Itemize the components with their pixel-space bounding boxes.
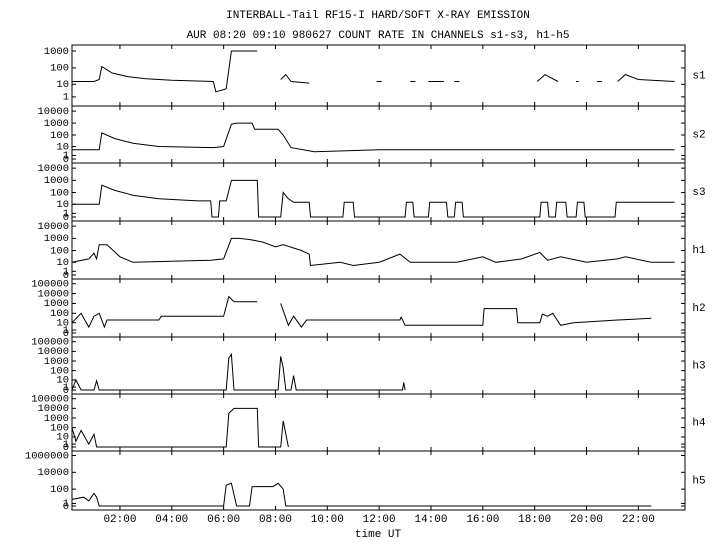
y-tick-label: 1 xyxy=(63,382,69,394)
panel-label: h2 xyxy=(692,303,705,315)
data-trace xyxy=(71,237,675,267)
data-trace xyxy=(72,179,675,218)
y-tick-label: 0 xyxy=(63,270,69,282)
panel-label: s3 xyxy=(692,187,705,199)
y-tick-label: 10 xyxy=(56,257,69,269)
y-tick-label: 1000 xyxy=(44,175,69,187)
y-tick-label: 100 xyxy=(50,422,69,434)
y-tick-label: 0 xyxy=(63,501,69,513)
y-tick-label: 100 xyxy=(50,63,69,75)
y-tick-label: 10000 xyxy=(37,163,69,175)
y-tick-label: 100 xyxy=(50,484,69,496)
panel-label: h3 xyxy=(692,360,705,372)
chart-subtitle: AUR 08:20 09:10 980627 COUNT RATE IN CHA… xyxy=(187,30,570,42)
y-tick-label: 10 xyxy=(56,199,69,211)
chart-title: INTERBALL-Tail RF15-I HARD/SOFT X-RAY EM… xyxy=(226,10,530,22)
x-tick-label: 10:00 xyxy=(311,514,344,526)
y-tick-label: 0 xyxy=(63,385,69,397)
data-trace xyxy=(72,122,675,153)
y-tick-label: 1 xyxy=(63,208,69,220)
y-tick-label: 10000 xyxy=(37,288,69,300)
y-tick-label: 1000 xyxy=(44,118,69,130)
y-tick-label: 0 xyxy=(63,212,69,224)
y-tick-label: 100 xyxy=(50,187,69,199)
y-tick-label: 100 xyxy=(50,308,69,320)
x-tick-label: 08:00 xyxy=(259,514,292,526)
panel-label: h1 xyxy=(692,245,706,257)
y-tick-label: 10000 xyxy=(37,221,69,233)
data-trace xyxy=(71,407,289,448)
y-tick-label: 10 xyxy=(56,79,69,91)
y-tick-label: 100 xyxy=(50,130,69,142)
y-tick-label: 1 xyxy=(63,439,69,451)
x-tick-label: 12:00 xyxy=(363,514,396,526)
y-tick-label: 0 xyxy=(63,154,69,166)
y-tick-label: 100000 xyxy=(31,336,69,348)
y-tick-label: 10000 xyxy=(37,106,69,118)
y-tick-label: 100000 xyxy=(31,393,69,405)
panel-label: s1 xyxy=(692,70,706,82)
data-trace xyxy=(72,50,675,93)
y-tick-label: 10 xyxy=(56,375,69,387)
x-axis-label: time UT xyxy=(355,529,402,541)
y-tick-label: 10000 xyxy=(37,467,69,479)
y-tick-label: 10 xyxy=(56,141,69,153)
x-tick-label: 18:00 xyxy=(518,514,551,526)
panel-label: s2 xyxy=(692,129,705,141)
x-tick-label: 22:00 xyxy=(622,514,655,526)
x-tick-label: 06:00 xyxy=(207,514,240,526)
panel-label: h4 xyxy=(692,417,706,429)
y-tick-label: 1 xyxy=(63,92,69,104)
y-tick-label: 1 xyxy=(63,266,69,278)
x-tick-label: 04:00 xyxy=(155,514,188,526)
x-tick-label: 14:00 xyxy=(414,514,447,526)
data-trace xyxy=(71,482,652,507)
y-tick-label: 0 xyxy=(63,328,69,340)
y-tick-label: 10000 xyxy=(37,346,69,358)
y-tick-label: 1 xyxy=(63,325,69,337)
y-tick-label: 1000 xyxy=(44,413,69,425)
y-tick-label: 1000000 xyxy=(25,450,69,462)
y-tick-label: 10 xyxy=(56,432,69,444)
y-tick-label: 0 xyxy=(63,442,69,454)
y-tick-label: 100 xyxy=(50,365,69,377)
y-tick-label: 1000 xyxy=(44,46,69,58)
y-tick-label: 100000 xyxy=(31,279,69,291)
panel-frame xyxy=(71,450,686,511)
x-tick-label: 02:00 xyxy=(103,514,136,526)
y-tick-label: 1 xyxy=(63,498,69,510)
y-tick-label: 1 xyxy=(63,150,69,162)
data-trace xyxy=(71,295,652,329)
y-tick-label: 1000 xyxy=(44,233,69,245)
y-tick-label: 10000 xyxy=(37,403,69,415)
x-tick-label: 16:00 xyxy=(466,514,499,526)
y-tick-label: 10 xyxy=(56,318,69,330)
x-tick-label: 20:00 xyxy=(570,514,603,526)
panel-label: h5 xyxy=(692,475,705,487)
y-tick-label: 1000 xyxy=(44,356,69,368)
y-tick-label: 1000 xyxy=(44,298,69,310)
data-trace xyxy=(71,352,406,391)
y-tick-label: 100 xyxy=(50,245,69,257)
